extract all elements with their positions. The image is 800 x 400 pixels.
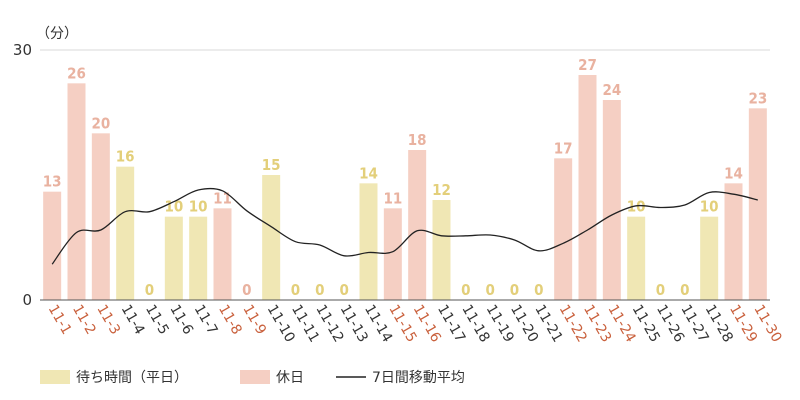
data-label: 0 xyxy=(315,281,324,299)
bar xyxy=(189,216,208,300)
legend-label-holiday: 休日 xyxy=(276,370,304,386)
bar xyxy=(408,150,427,300)
bars-layer xyxy=(43,75,767,300)
moving-average-layer xyxy=(51,187,758,265)
data-label: 18 xyxy=(408,131,427,149)
data-label: 0 xyxy=(461,281,470,299)
data-label: 14 xyxy=(724,164,743,182)
x-tick-label: 11-1 xyxy=(45,302,75,338)
bar xyxy=(91,133,110,300)
x-tick-label: 11-9 xyxy=(239,302,269,338)
data-label: 11 xyxy=(383,189,402,207)
x-tick-label: 11-2 xyxy=(69,302,99,338)
data-label: 10 xyxy=(189,198,208,216)
data-label: 0 xyxy=(534,281,543,299)
bar xyxy=(724,183,743,300)
data-label: 0 xyxy=(510,281,519,299)
bar xyxy=(578,75,597,300)
data-label: 10 xyxy=(700,198,719,216)
x-tick-label: 11-8 xyxy=(215,302,245,338)
bar xyxy=(262,175,281,300)
bar xyxy=(116,166,135,300)
data-label: 27 xyxy=(578,56,597,74)
legend-swatch-weekday xyxy=(40,370,70,384)
data-label: 10 xyxy=(164,198,183,216)
data-label: 0 xyxy=(145,281,154,299)
data-label: 0 xyxy=(339,281,348,299)
y-tick-label: 0 xyxy=(22,291,32,309)
data-label: 0 xyxy=(656,281,665,299)
moving-average-line xyxy=(51,187,758,265)
data-label: 11 xyxy=(213,189,232,207)
bar xyxy=(164,216,183,300)
data-label: 23 xyxy=(748,89,767,107)
bar xyxy=(67,83,86,300)
data-label: 13 xyxy=(43,173,62,191)
bar xyxy=(554,158,573,300)
x-tick-label: 11-5 xyxy=(142,302,172,338)
bar xyxy=(383,208,402,300)
data-label: 0 xyxy=(485,281,494,299)
data-label: 24 xyxy=(602,81,621,99)
x-tick-label: 11-6 xyxy=(166,302,196,338)
data-label: 26 xyxy=(67,64,86,82)
legend-label-weekday: 待ち時間（平日） xyxy=(76,370,188,386)
legend-label-moving-average: 7日間移動平均 xyxy=(372,370,465,386)
data-label: 16 xyxy=(116,148,135,166)
data-label: 0 xyxy=(242,281,251,299)
data-label: 10 xyxy=(627,198,646,216)
data-label: 15 xyxy=(262,156,281,174)
x-tick-label: 11-4 xyxy=(118,302,148,338)
bar xyxy=(602,100,621,300)
bar xyxy=(627,216,646,300)
data-label: 12 xyxy=(432,181,451,199)
legend: 待ち時間（平日） 休日 7日間移動平均 xyxy=(40,370,465,386)
y-unit-label: （分） xyxy=(36,26,78,42)
x-tick-label: 11-3 xyxy=(93,302,123,338)
x-tick-label: 11-7 xyxy=(191,302,221,338)
bar xyxy=(359,183,378,300)
bar xyxy=(432,200,451,300)
data-label: 0 xyxy=(680,281,689,299)
bar xyxy=(213,208,232,300)
data-label: 14 xyxy=(359,164,378,182)
y-tick-label: 30 xyxy=(13,41,32,59)
data-label: 20 xyxy=(91,114,110,132)
data-label: 0 xyxy=(291,281,300,299)
bar xyxy=(748,108,767,300)
bar xyxy=(43,191,62,300)
legend-swatch-holiday xyxy=(240,370,270,384)
data-label: 17 xyxy=(554,139,573,157)
bar xyxy=(700,216,719,300)
